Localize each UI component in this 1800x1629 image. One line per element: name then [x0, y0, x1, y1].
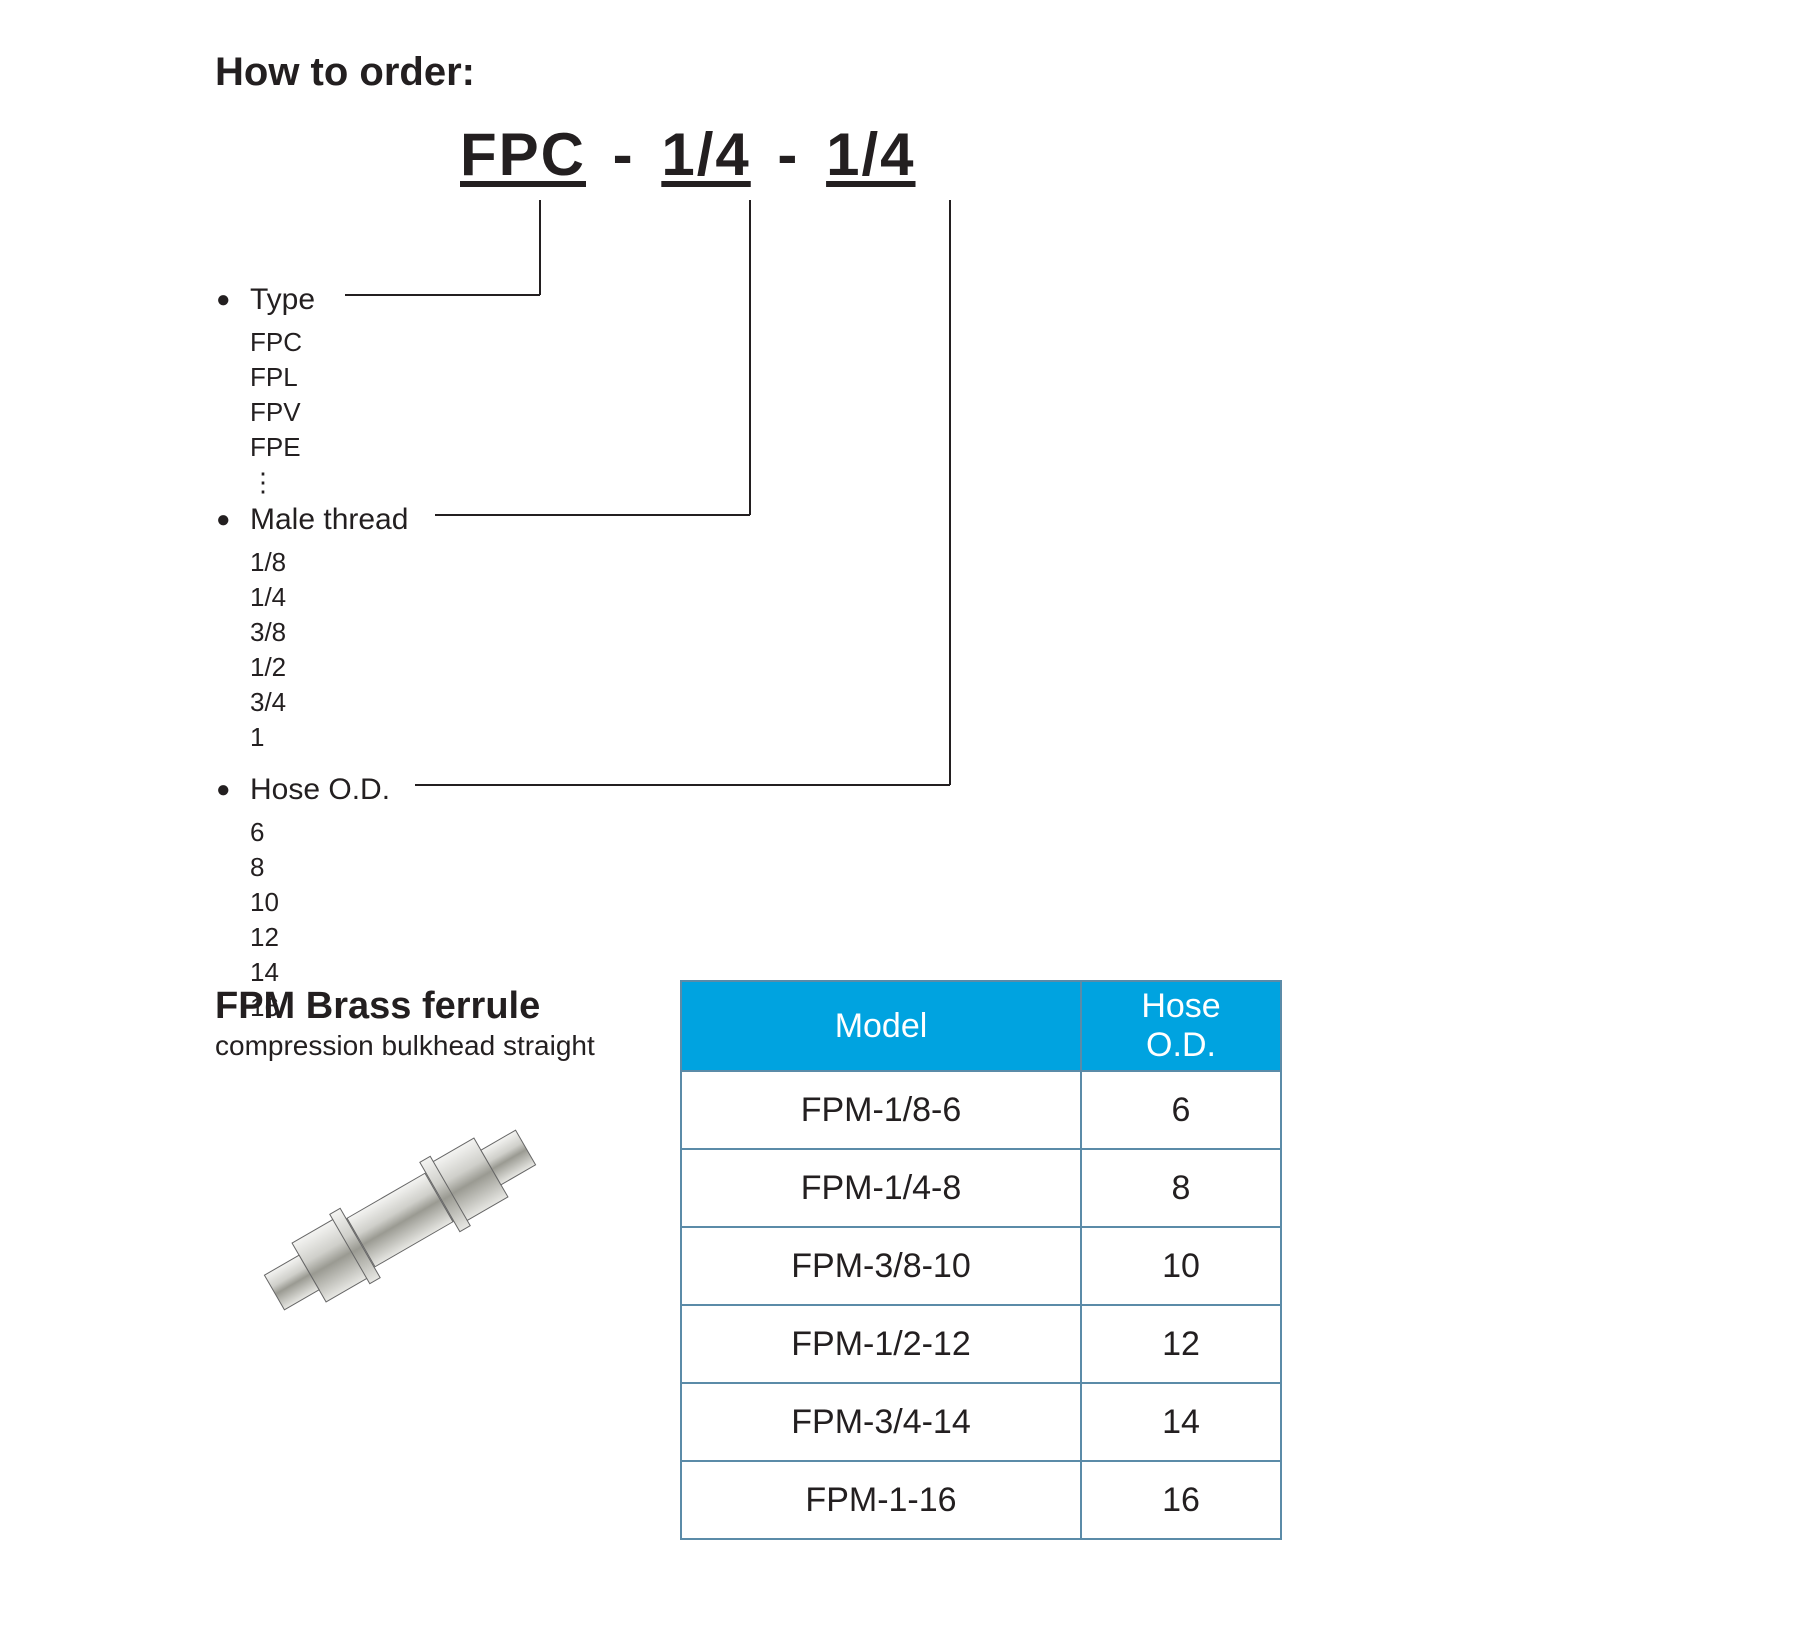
td-model: FPM-1/2-12 — [681, 1305, 1081, 1383]
table-row: FPM-1/4-8 8 — [681, 1149, 1281, 1227]
td-hose: 8 — [1081, 1149, 1281, 1227]
table-header-row: Model Hose O.D. — [681, 981, 1281, 1071]
order-seg-hose: 1/4 — [826, 121, 915, 188]
page-title: How to order: — [215, 50, 475, 95]
legend-type-opt: FPV — [250, 395, 315, 430]
td-model: FPM-3/4-14 — [681, 1383, 1081, 1461]
table-row: FPM-1/2-12 12 — [681, 1305, 1281, 1383]
table-row: FPM-1/8-6 6 — [681, 1071, 1281, 1149]
legend-type: Type FPC FPL FPV FPE ⋮ — [250, 280, 315, 500]
legend-thread-label: Male thread — [250, 500, 408, 541]
td-hose: 14 — [1081, 1383, 1281, 1461]
spec-table: Model Hose O.D. FPM-1/8-6 6 FPM-1/4-8 8 … — [680, 980, 1282, 1540]
legend-thread-opt: 3/4 — [250, 685, 408, 720]
legend-type-opt: FPE — [250, 430, 315, 465]
order-dash-2: - — [777, 121, 799, 188]
product-image — [240, 1110, 560, 1330]
legend-hose-opt: 8 — [250, 850, 390, 885]
td-hose: 6 — [1081, 1071, 1281, 1149]
td-model: FPM-3/8-10 — [681, 1227, 1081, 1305]
legend-thread-opt: 1/8 — [250, 545, 408, 580]
legend-hose-opt: 10 — [250, 885, 390, 920]
td-model: FPM-1/4-8 — [681, 1149, 1081, 1227]
legend-type-opt: FPL — [250, 360, 315, 395]
th-hose: Hose O.D. — [1081, 981, 1281, 1071]
legend-thread-opt: 1 — [250, 720, 408, 755]
legend-thread-opt: 1/4 — [250, 580, 408, 615]
table-row: FPM-3/4-14 14 — [681, 1383, 1281, 1461]
th-hose-text: Hose O.D. — [1141, 987, 1220, 1064]
td-hose: 16 — [1081, 1461, 1281, 1539]
th-model: Model — [681, 981, 1081, 1071]
legend-thread-opt: 1/2 — [250, 650, 408, 685]
legend-type-label: Type — [250, 280, 315, 321]
table-row: FPM-3/8-10 10 — [681, 1227, 1281, 1305]
table-row: FPM-1-16 16 — [681, 1461, 1281, 1539]
legend-thread-opt: 3/8 — [250, 615, 408, 650]
legend-type-ellipsis: ⋮ — [250, 465, 315, 500]
td-hose: 10 — [1081, 1227, 1281, 1305]
order-seg-type: FPC — [460, 121, 586, 188]
legend-thread: Male thread 1/8 1/4 3/8 1/2 3/4 1 — [250, 500, 408, 755]
td-model: FPM-1/8-6 — [681, 1071, 1081, 1149]
td-model: FPM-1-16 — [681, 1461, 1081, 1539]
legend-hose-opt: 12 — [250, 920, 390, 955]
legend-hose-label: Hose O.D. — [250, 770, 390, 811]
legend-hose-opt: 6 — [250, 815, 390, 850]
td-hose: 12 — [1081, 1305, 1281, 1383]
table-body: FPM-1/8-6 6 FPM-1/4-8 8 FPM-3/8-10 10 FP… — [681, 1071, 1281, 1539]
product-subtitle: compression bulkhead straight — [215, 1030, 595, 1062]
legend-type-opt: FPC — [250, 325, 315, 360]
product-title: FPM Brass ferrule — [215, 985, 540, 1028]
order-seg-thread: 1/4 — [661, 121, 750, 188]
order-code: FPC - 1/4 - 1/4 — [460, 120, 916, 189]
order-dash-1: - — [613, 121, 635, 188]
